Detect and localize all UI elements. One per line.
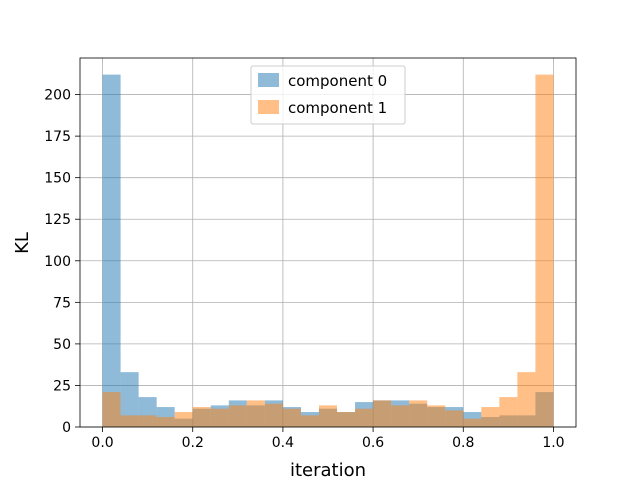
y-tick-label: 0: [62, 420, 71, 436]
histogram-bar-component-1: [445, 410, 464, 427]
histogram-bar-component-1: [318, 405, 338, 427]
histogram-bars: [102, 74, 554, 428]
y-tick-label: 125: [44, 212, 71, 228]
histogram-bar-component-1: [138, 415, 157, 427]
legend: component 0 component 1: [250, 65, 406, 125]
plot-frame: [79, 57, 577, 428]
x-axis-label: iteration: [290, 460, 366, 480]
histogram-bar-component-1: [391, 405, 410, 427]
y-tick-label: 200: [44, 88, 71, 104]
histogram-bar-component-1: [192, 407, 211, 427]
y-tick-label: 175: [44, 129, 71, 145]
legend-label-component-0: component 0: [288, 72, 387, 90]
y-tick-label: 150: [44, 171, 71, 187]
x-tick-label: 1.0: [542, 435, 564, 451]
histogram-bar-component-1: [174, 412, 193, 427]
histogram-bar-component-1: [264, 403, 283, 427]
legend-swatch-component-1: [258, 100, 279, 114]
x-tick-label: 0.6: [362, 435, 384, 451]
histogram-bar-component-1: [210, 408, 229, 427]
y-tick-label: 50: [53, 337, 71, 353]
histogram-bar-component-1: [409, 400, 428, 427]
histogram-bar-component-1: [355, 408, 374, 427]
histogram-bar-component-1: [102, 392, 121, 427]
x-tick-label: 0.2: [182, 435, 204, 451]
histogram-bar-component-0: [120, 372, 139, 427]
y-tick-label: 25: [53, 378, 71, 394]
histogram-bar-component-1: [517, 372, 536, 427]
histogram-bar-component-1: [300, 415, 319, 427]
x-tick-label: 0.8: [452, 435, 474, 451]
histogram-bar-component-1: [463, 418, 482, 427]
x-tick-label: 0.4: [272, 435, 294, 451]
histogram-bar-component-0: [102, 74, 121, 428]
histogram-bar-component-1: [120, 415, 139, 427]
histogram-bar-component-1: [481, 407, 500, 427]
y-tick-label: 75: [53, 295, 71, 311]
x-axis-ticks: 0.0 0.2 0.4 0.6 0.8 1.0: [91, 427, 565, 451]
y-axis-label: KL: [12, 232, 33, 254]
legend-label-component-1: component 1: [288, 99, 387, 117]
y-axis-ticks: 0 25 50 75 100 125 150 175 200: [44, 88, 80, 436]
histogram-bar-component-1: [535, 74, 554, 428]
histogram-bar-component-1: [282, 408, 301, 427]
legend-swatch-component-0: [258, 73, 279, 87]
histogram-bar-component-1: [337, 412, 356, 427]
x-tick-label: 0.0: [91, 435, 113, 451]
histogram-bar-component-1: [427, 405, 446, 427]
histogram-bar-component-1: [246, 400, 265, 427]
histogram-bar-component-1: [228, 405, 247, 427]
histogram-bar-component-1: [373, 400, 392, 427]
histogram-bar-component-1: [156, 417, 175, 427]
histogram-bar-component-1: [499, 397, 518, 427]
y-tick-label: 100: [44, 254, 71, 270]
legend-box: [250, 65, 406, 125]
